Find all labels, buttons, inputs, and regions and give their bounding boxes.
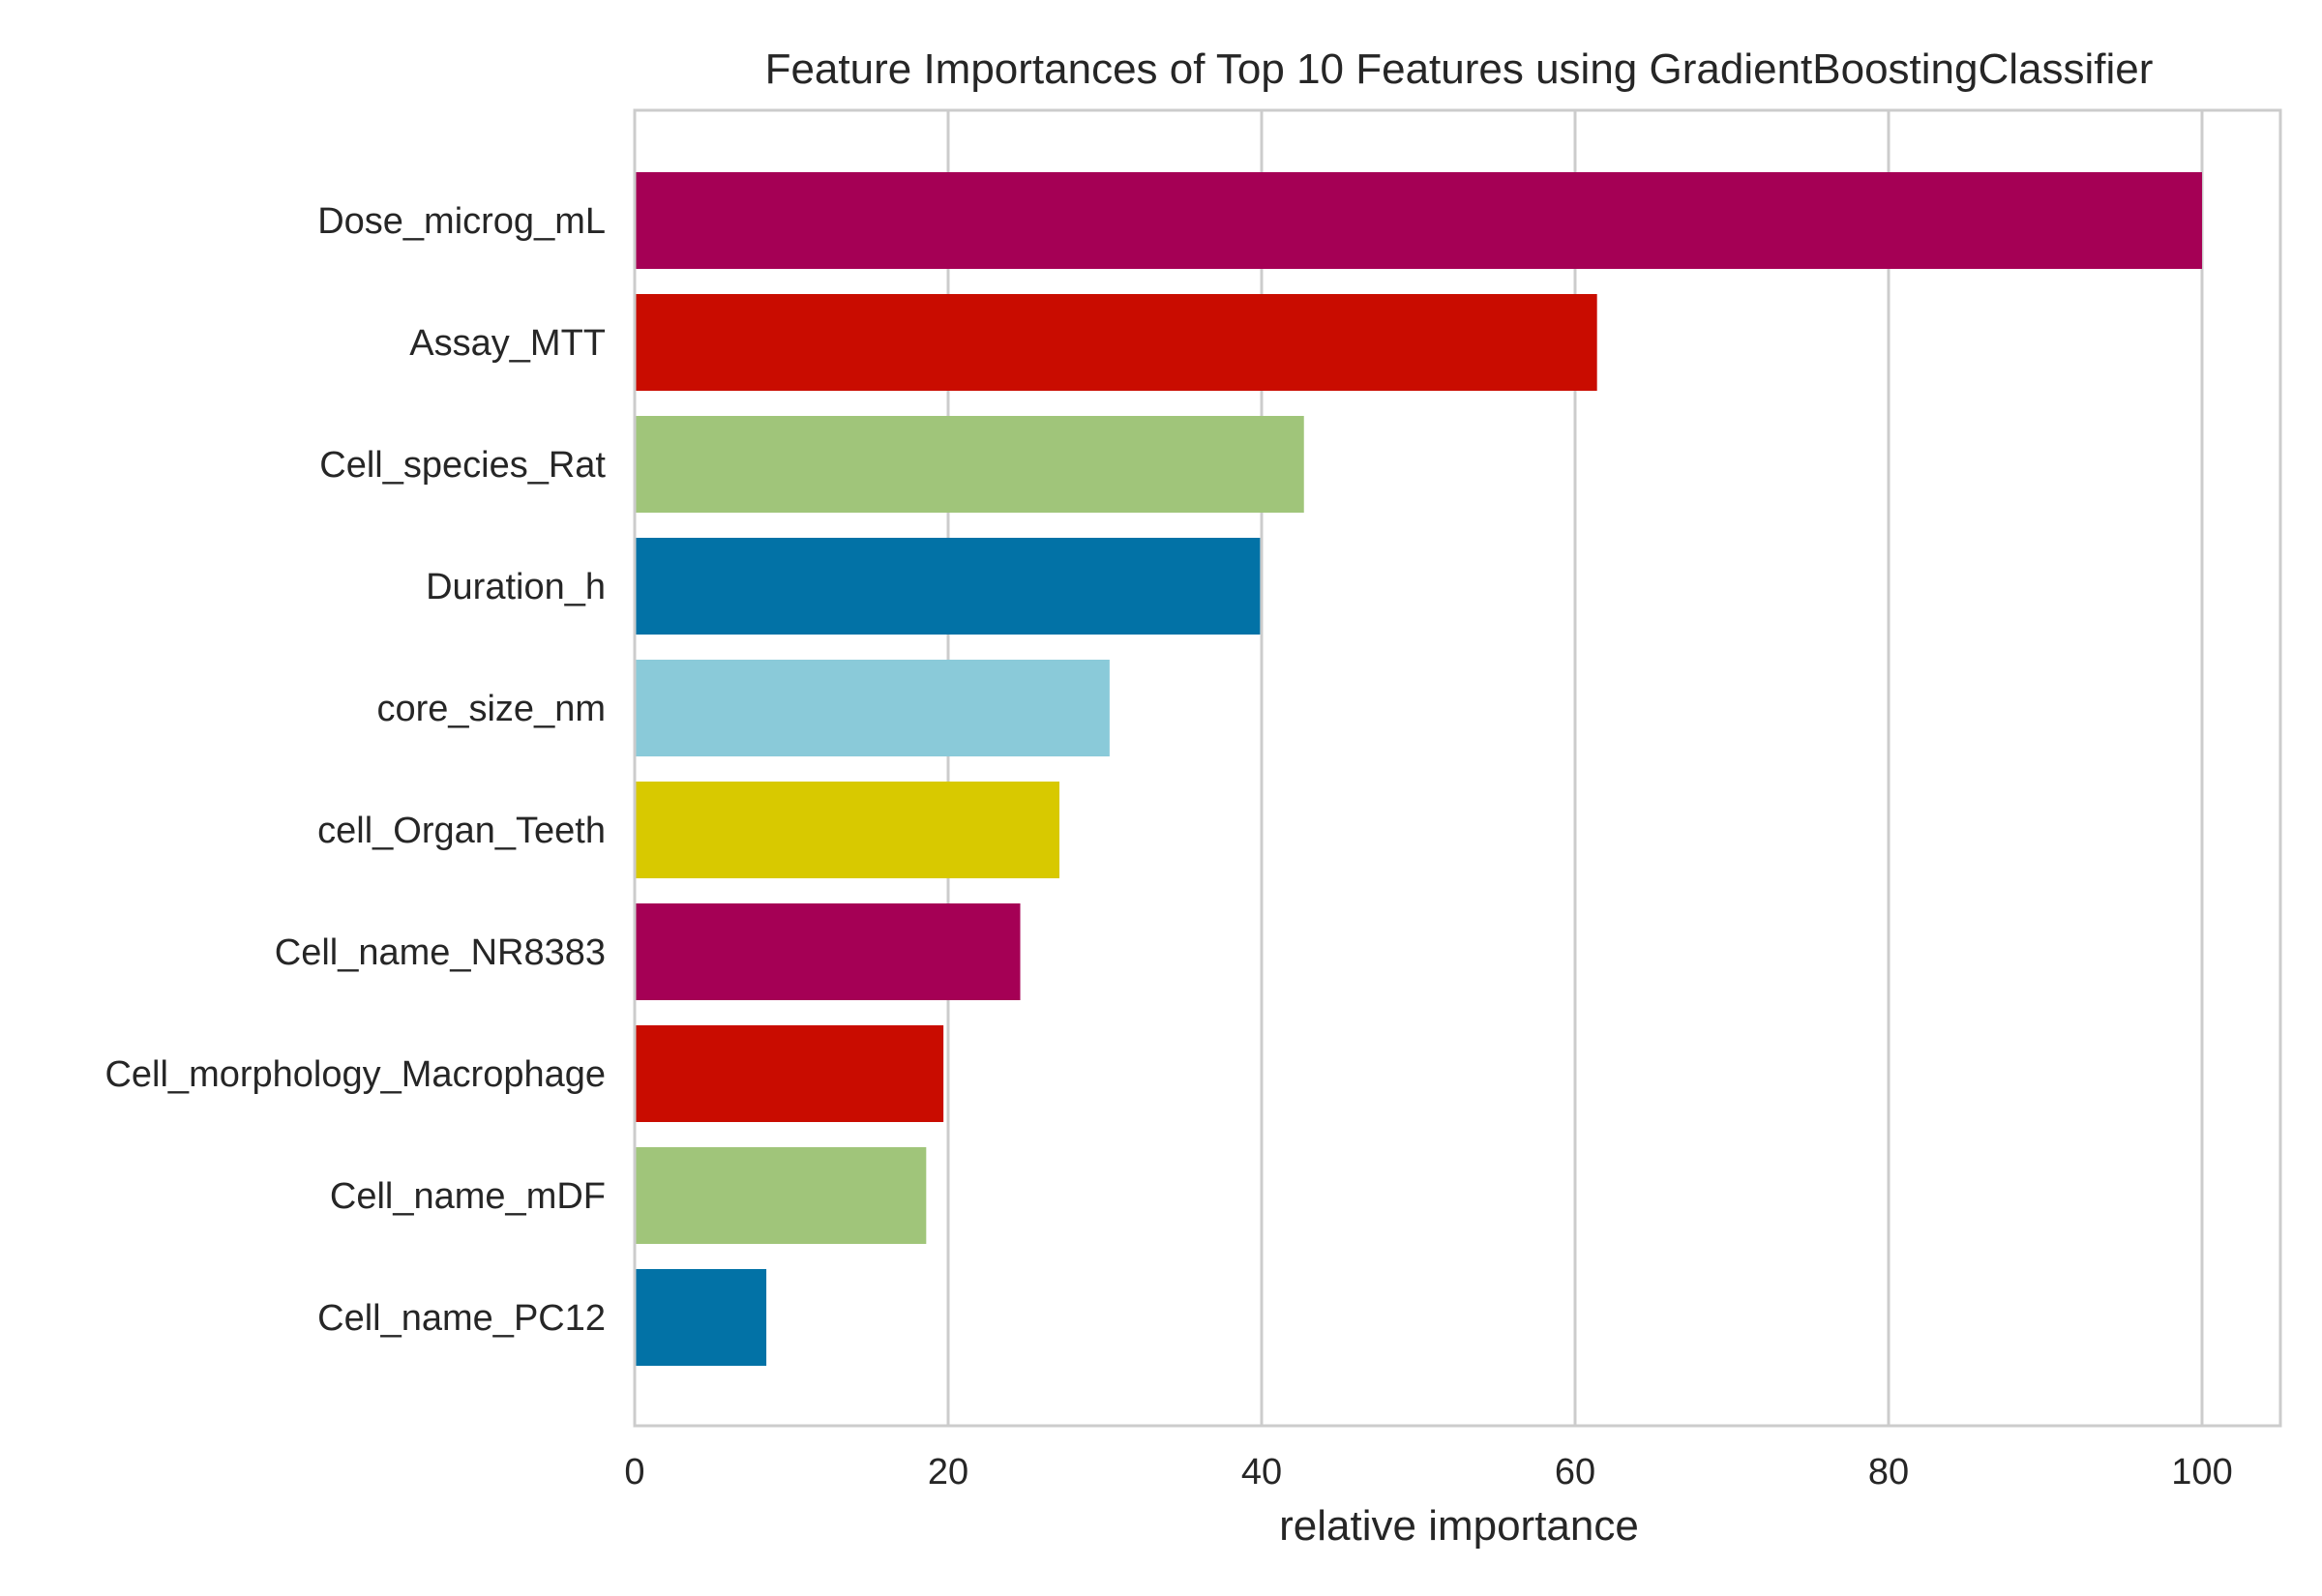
plot-frame (633, 108, 2282, 1428)
bar-dose-microg-ml (635, 172, 2202, 269)
x-tick-labels: 0 20 40 60 80 100 (624, 1452, 2232, 1493)
bar-cell-morphology-macrophage (635, 1025, 944, 1122)
y-tick-label-cell-name-nr8383: Cell_name_NR8383 (275, 932, 606, 973)
x-tick-label-0: 0 (624, 1452, 644, 1493)
x-tick-label-60: 60 (1555, 1452, 1595, 1493)
y-tick-label-duration-h: Duration_h (426, 567, 606, 607)
bar-core-size-nm (635, 660, 1110, 756)
bar-duration-h (635, 538, 1261, 635)
y-tick-label-cell-name-mdf: Cell_name_mDF (330, 1176, 606, 1217)
y-tick-label-assay-mtt: Assay_MTT (409, 323, 606, 364)
bars-group (635, 172, 2202, 1366)
x-tick-label-20: 20 (928, 1452, 968, 1493)
x-tick-label-80: 80 (1868, 1452, 1909, 1493)
y-tick-label-cell-name-pc12: Cell_name_PC12 (317, 1298, 606, 1339)
y-tick-label-cell-morphology-macrophage: Cell_morphology_Macrophage (104, 1054, 606, 1095)
y-tick-label-dose-microg-ml: Dose_microg_mL (317, 201, 606, 242)
y-tick-label-core-size-nm: core_size_nm (376, 689, 606, 729)
bar-cell-organ-teeth (635, 782, 1060, 878)
x-tick-label-40: 40 (1241, 1452, 1282, 1493)
y-tick-labels: Dose_microg_mL Assay_MTT Cell_species_Rat D… (104, 201, 606, 1339)
y-tick-label-cell-organ-teeth: cell_Organ_Teeth (317, 811, 606, 851)
y-tick-label-cell-species-rat: Cell_species_Rat (319, 445, 606, 486)
bar-cell-name-pc12 (635, 1269, 767, 1366)
bar-cell-species-rat (635, 416, 1304, 513)
bar-cell-name-nr8383 (635, 903, 1021, 1000)
bar-cell-name-mdf (635, 1147, 927, 1244)
bar-assay-mtt (635, 294, 1597, 391)
x-axis-label: relative importance (1279, 1502, 1639, 1550)
x-tick-label-100: 100 (2171, 1452, 2232, 1493)
chart-title: Feature Importances of Top 10 Features u… (765, 45, 2154, 93)
